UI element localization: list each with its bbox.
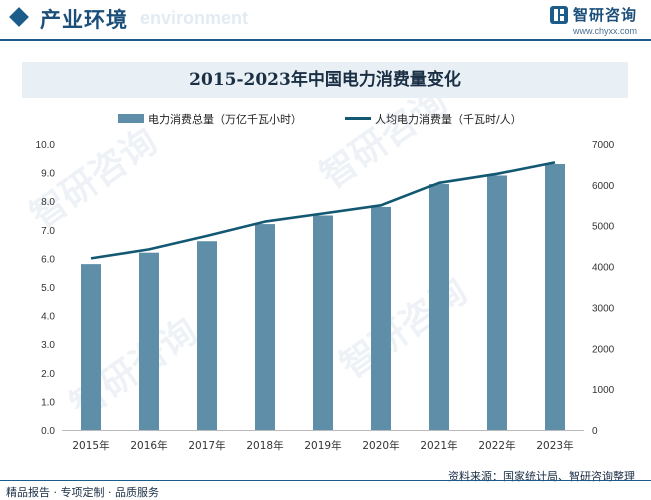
left-axis-tick-label: 8.0 <box>41 197 55 208</box>
legend-line-label: 人均电力消费量（千瓦时/人） <box>375 112 522 126</box>
section-title: 产业环境 <box>40 8 128 32</box>
x-axis-tick-label: 2022年 <box>478 439 515 452</box>
x-axis-tick-label: 2016年 <box>130 439 167 452</box>
bar <box>197 241 217 430</box>
bar <box>545 164 565 430</box>
left-axis-tick-label: 2.0 <box>41 369 55 380</box>
footer-slogan: 精品报告 · 专项定制 · 品质服务 <box>6 486 159 499</box>
x-axis-tick-label: 2020年 <box>362 439 399 452</box>
right-y-axis: 0 1000 2000 3000 4000 5000 6000 7000 <box>592 140 615 437</box>
x-axis-tick-label: 2015年 <box>72 439 109 452</box>
left-axis-tick-label: 0.0 <box>41 426 55 437</box>
left-axis-tick-label: 10.0 <box>36 140 56 151</box>
brand-url: www.chyxx.com <box>572 26 637 36</box>
combo-chart: 电力消费总量（万亿千瓦小时） 人均电力消费量（千瓦时/人） 0.0 1.0 2.0 3.… <box>36 112 615 452</box>
x-axis-tick-label: 2018年 <box>246 439 283 452</box>
right-axis-tick-label: 4000 <box>592 263 615 274</box>
diamond-icon <box>9 7 29 27</box>
legend-bar-swatch <box>118 114 144 123</box>
left-axis-tick-label: 3.0 <box>41 340 55 351</box>
brand-logo-icon <box>549 5 568 24</box>
line-series <box>90 161 556 260</box>
bar-series <box>81 164 565 430</box>
section-title-ghost: environment <box>140 8 249 28</box>
page-header: 产业环境 environment 智研咨询 www.chyxx.com <box>0 0 651 41</box>
x-axis: 2015年 2016年 2017年 2018年 2019年 2020年 2021年 2022年… <box>62 430 584 452</box>
bar <box>313 215 333 430</box>
bar <box>371 206 391 430</box>
bar <box>255 224 275 430</box>
bar <box>487 175 507 430</box>
right-axis-tick-label: 0 <box>592 426 598 437</box>
chart-title-band: 2015-2023年中国电力消费量变化 <box>22 62 628 98</box>
left-axis-tick-label: 4.0 <box>41 312 55 323</box>
legend-bar-label: 电力消费总量（万亿千瓦小时） <box>148 112 302 126</box>
bar <box>81 264 101 430</box>
series-line <box>90 161 556 260</box>
brand: 智研咨询 www.chyxx.com <box>549 4 637 36</box>
x-axis-tick-label: 2017年 <box>188 439 225 452</box>
bar <box>139 252 159 430</box>
left-y-axis: 0.0 1.0 2.0 3.0 4.0 5.0 6.0 7.0 8.0 9.0 10.0 <box>36 140 56 437</box>
chart-title: 2015-2023年中国电力消费量变化 <box>189 70 461 90</box>
right-axis-tick-label: 6000 <box>592 181 615 192</box>
left-axis-tick-label: 6.0 <box>41 254 55 265</box>
x-axis-tick-label: 2023年 <box>536 439 573 452</box>
right-axis-tick-label: 3000 <box>592 303 615 314</box>
left-axis-tick-label: 5.0 <box>41 283 55 294</box>
x-axis-tick-label: 2019年 <box>304 439 341 452</box>
right-axis-tick-label: 5000 <box>592 222 615 233</box>
right-axis-tick-label: 2000 <box>592 344 615 355</box>
header-divider <box>0 39 651 41</box>
left-axis-tick-label: 7.0 <box>41 226 55 237</box>
left-axis-tick-label: 1.0 <box>41 397 55 408</box>
right-axis-tick-label: 7000 <box>592 140 615 151</box>
data-source: 资料来源：国家统计局、智研咨询整理 <box>448 470 635 483</box>
x-axis-tick-label: 2021年 <box>420 439 457 452</box>
brand-name: 智研咨询 <box>572 6 637 24</box>
bar <box>429 184 449 430</box>
chart-legend: 电力消费总量（万亿千瓦小时） 人均电力消费量（千瓦时/人） <box>118 112 522 126</box>
page-footer: 资料来源：国家统计局、智研咨询整理 精品报告 · 专项定制 · 品质服务 <box>0 466 651 500</box>
footer-divider <box>0 480 651 481</box>
left-axis-tick-label: 9.0 <box>41 169 55 180</box>
right-axis-tick-label: 1000 <box>592 385 615 396</box>
